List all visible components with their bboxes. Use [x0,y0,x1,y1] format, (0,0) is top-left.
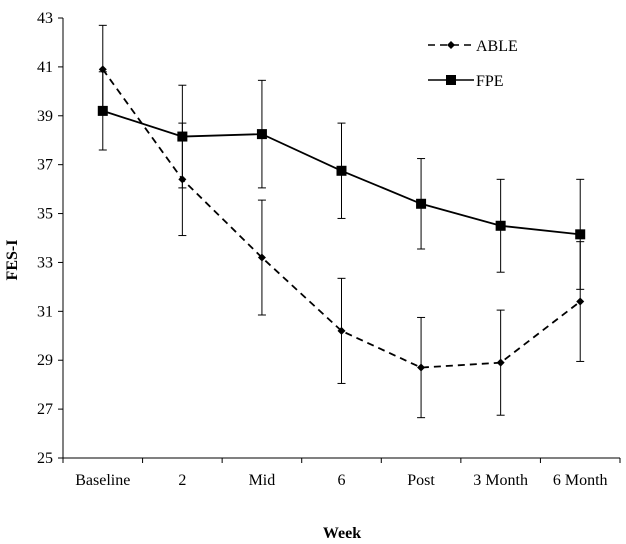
x-tick-label: 6 Month [553,472,608,489]
y-axis-title: FES-I [4,240,21,281]
able-data-point [576,297,585,306]
legend: ABLE FPE [428,38,518,90]
y-tick-label: 31 [37,303,53,320]
y-tick-label: 27 [37,401,53,418]
y-tick-label: 39 [37,108,53,125]
y-tick-label: 35 [37,206,53,223]
x-tick-label: Baseline [75,472,130,489]
fpe-data-point [177,131,188,142]
x-tick-label: 2 [178,472,186,489]
fpe-data-point [256,129,267,140]
y-tick-label: 33 [37,254,53,271]
x-tick-label: Post [407,472,435,489]
axes [62,18,620,459]
fpe-data-point [416,198,427,209]
legend-item-fpe: FPE [428,73,504,90]
fpe-data-point [336,165,347,176]
plot-area [97,24,586,419]
able-data-point [417,363,426,372]
x-axis-ticks: Baseline 2 Mid 6 Post 3 Month 6 Month [62,458,621,489]
legend-fpe-label: FPE [476,73,504,90]
y-tick-label: 25 [37,450,53,467]
y-tick-label: 37 [37,157,53,174]
y-tick-label: 29 [37,352,53,369]
legend-able-label: ABLE [476,38,518,55]
y-tick-label: 43 [37,10,53,27]
fpe-data-point [495,220,506,231]
x-tick-label: Mid [249,472,276,489]
able-data-point [337,326,346,335]
able-data-point [257,253,266,262]
x-tick-label: 3 Month [473,472,528,489]
legend-item-able: ABLE [428,38,518,55]
x-tick-label: 6 [338,472,346,489]
series-fpe [97,71,586,290]
series-able [98,24,585,419]
able-data-point [496,358,505,367]
legend-able-diamond-marker [447,41,455,49]
y-axis-ticks: 25 27 29 31 33 35 37 39 41 43 [37,10,63,467]
x-axis-title: Week [323,525,361,542]
fpe-data-point [97,105,108,116]
fpe-data-point [575,229,586,240]
y-tick-label: 41 [37,59,53,76]
legend-fpe-square-marker [446,75,456,85]
